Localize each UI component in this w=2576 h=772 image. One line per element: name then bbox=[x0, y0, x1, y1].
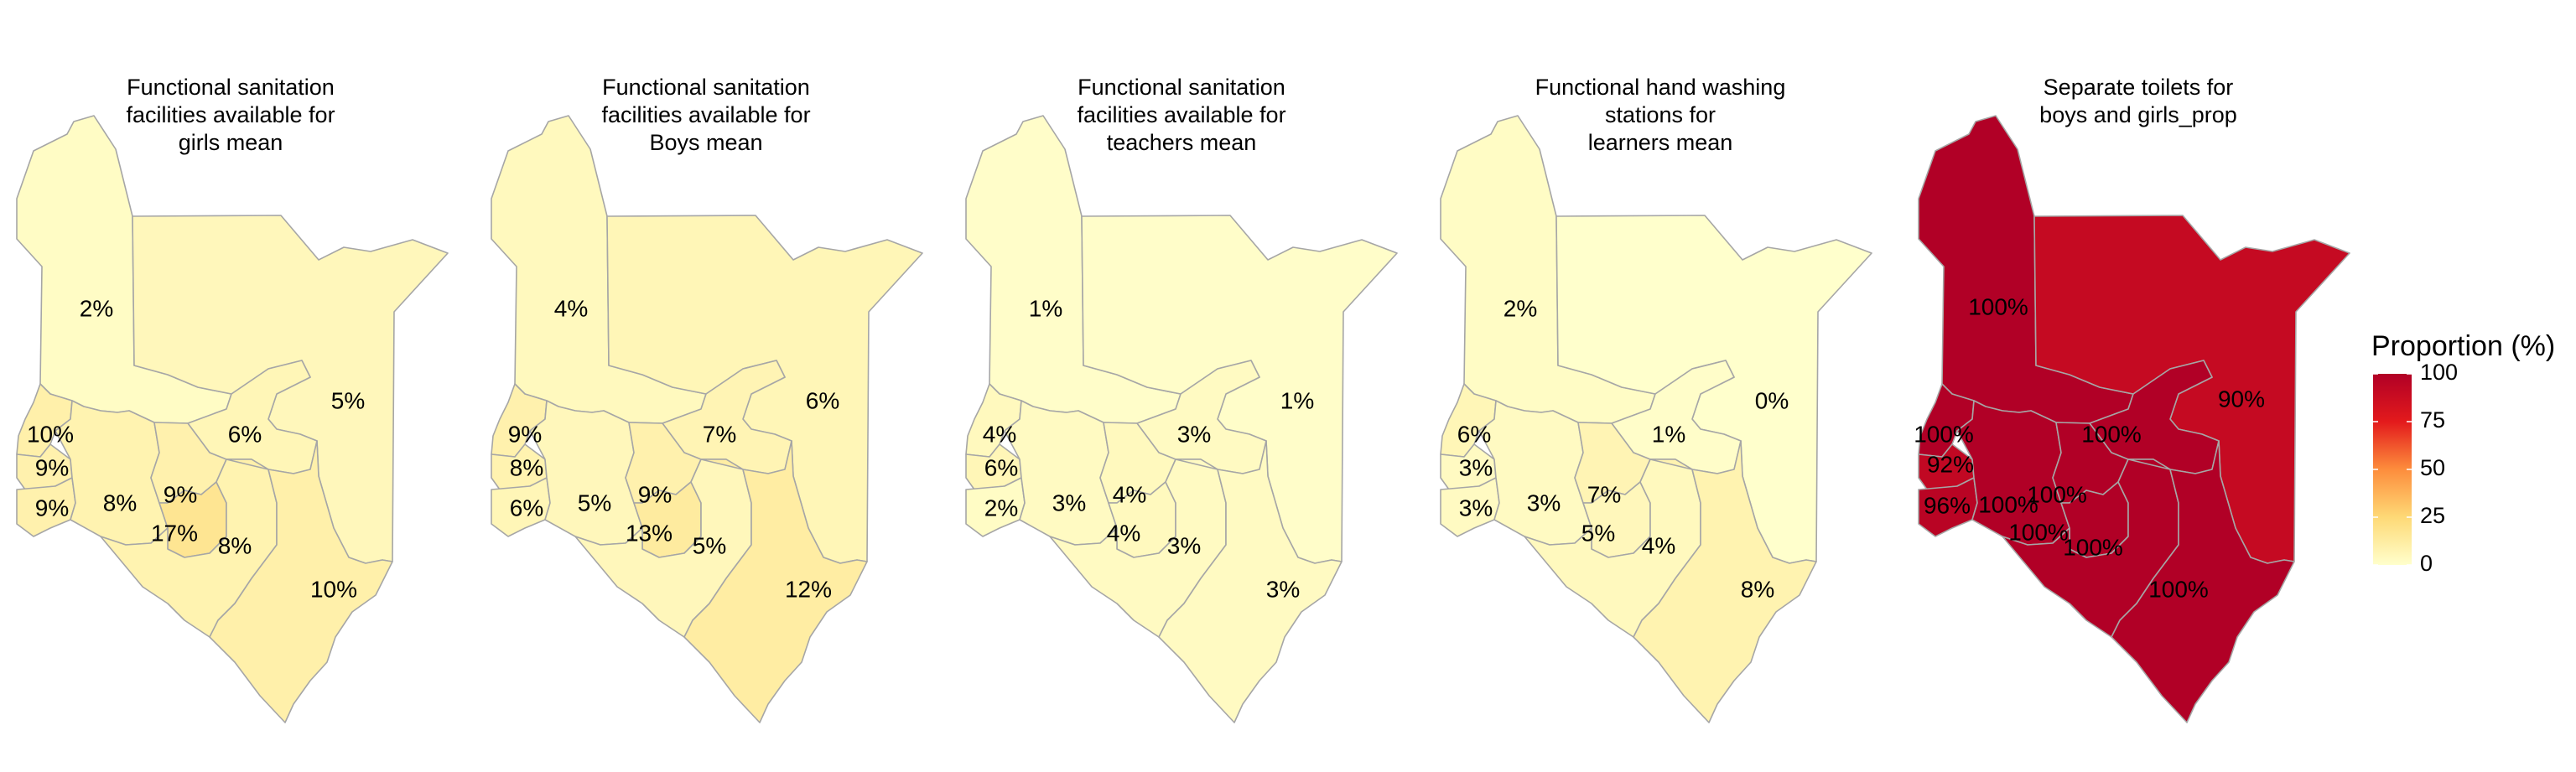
legend-tick-label: 100 bbox=[2420, 360, 2458, 385]
region-label-centre-north: 3% bbox=[1177, 421, 1211, 447]
map-title-line: Separate toilets for bbox=[2044, 75, 2234, 100]
map-title-line: Functional hand washing bbox=[1535, 75, 1786, 100]
region-label-central-b: 17% bbox=[151, 520, 198, 546]
region-label-central-south: 8% bbox=[218, 532, 252, 558]
region-label-west-2: 8% bbox=[510, 454, 543, 480]
region-label-central-a: 7% bbox=[1587, 481, 1621, 507]
map-title-line: Boys mean bbox=[649, 130, 762, 155]
region-label-north-east: 5% bbox=[331, 387, 365, 413]
map-title-line: Functional sanitation bbox=[602, 75, 810, 100]
region-label-west-central: 5% bbox=[578, 490, 611, 516]
region-label-central-a: 4% bbox=[1113, 481, 1146, 507]
region-label-west-2: 9% bbox=[35, 454, 69, 480]
map-title-line: facilities available for bbox=[126, 102, 335, 127]
region-label-central-a: 9% bbox=[638, 481, 672, 507]
region-label-north-west: 2% bbox=[80, 295, 113, 321]
region-label-north-west: 100% bbox=[1968, 293, 2028, 319]
map-title-line: boys and girls_prop bbox=[2039, 102, 2237, 127]
map-regions-4: 2% 0% 1% 6% 3% 3% 3% 7% 5% 4% 8% bbox=[1440, 115, 1872, 723]
region-label-north-west: 2% bbox=[1504, 295, 1537, 321]
region-label-central-south: 3% bbox=[1167, 532, 1201, 558]
region-label-central-south: 100% bbox=[2063, 534, 2123, 560]
region-label-central-a: 9% bbox=[164, 481, 197, 507]
map-regions-1: 2% 5% 6% 10% 9% 9% 8% 9% 17% 8% 10% bbox=[16, 115, 449, 723]
legend-tick-label: 25 bbox=[2420, 503, 2445, 528]
region-label-west-2: 3% bbox=[1459, 454, 1493, 480]
region-label-west-1: 9% bbox=[508, 421, 542, 447]
region-label-north-east: 1% bbox=[1280, 387, 1314, 413]
map-title-line: facilities available for bbox=[1077, 102, 1285, 127]
region-label-west-1: 10% bbox=[27, 421, 74, 447]
map-title-line: teachers mean bbox=[1107, 130, 1257, 155]
region-label-west-central: 3% bbox=[1527, 490, 1561, 516]
region-label-west-3: 6% bbox=[510, 495, 543, 521]
region-label-centre-north: 6% bbox=[228, 421, 262, 447]
region-label-west-central: 100% bbox=[1978, 491, 2038, 517]
region-label-west-2: 92% bbox=[1927, 451, 1974, 477]
region-south-east bbox=[1158, 440, 1343, 723]
region-label-south-east: 10% bbox=[310, 576, 357, 602]
map-regions-5: 100%90%100%100%92%96% 100%100%100%100%100… bbox=[1914, 115, 2350, 723]
region-label-north-east: 90% bbox=[2218, 386, 2265, 412]
region-label-south-east: 100% bbox=[2148, 576, 2209, 602]
region-label-centre-north: 100% bbox=[2081, 421, 2142, 447]
color-legend: Proportion (%) 100 75 50 25 0 bbox=[2371, 330, 2555, 576]
region-label-west-3: 3% bbox=[1459, 495, 1493, 521]
region-label-central-south: 5% bbox=[693, 532, 726, 558]
map-title-line: learners mean bbox=[1588, 130, 1733, 155]
region-label-north-west: 1% bbox=[1029, 295, 1062, 321]
region-label-centre-north: 1% bbox=[1652, 421, 1685, 447]
region-label-west-3: 9% bbox=[35, 495, 69, 521]
map-title-line: Functional sanitation bbox=[127, 75, 335, 100]
region-south-east bbox=[1633, 440, 1817, 723]
region-label-central-south: 4% bbox=[1642, 532, 1675, 558]
map-title-line: girls mean bbox=[179, 130, 283, 155]
legend-tick-label: 0 bbox=[2420, 551, 2433, 576]
region-label-central-a: 100% bbox=[2027, 481, 2087, 507]
region-south-east bbox=[2111, 440, 2295, 723]
legend-tick-label: 50 bbox=[2420, 455, 2445, 480]
region-label-central-b: 13% bbox=[626, 520, 673, 546]
region-label-central-b: 5% bbox=[1581, 520, 1615, 546]
map-title-line: stations for bbox=[1605, 102, 1716, 127]
region-label-south-east: 12% bbox=[785, 576, 832, 602]
region-label-west-1: 4% bbox=[983, 421, 1016, 447]
region-label-north-east: 0% bbox=[1755, 387, 1789, 413]
region-label-central-b: 100% bbox=[2008, 519, 2069, 545]
region-west-central bbox=[1478, 400, 1592, 546]
region-label-west-central: 3% bbox=[1052, 490, 1086, 516]
region-label-west-central: 8% bbox=[103, 490, 137, 516]
region-west-central bbox=[1004, 400, 1118, 546]
region-label-west-1: 100% bbox=[1914, 421, 1974, 447]
map-title-line: facilities available for bbox=[601, 102, 810, 127]
legend-title: Proportion (%) bbox=[2371, 330, 2555, 362]
region-label-north-west: 4% bbox=[554, 295, 588, 321]
region-label-west-1: 6% bbox=[1457, 421, 1491, 447]
region-label-west-3: 2% bbox=[984, 495, 1018, 521]
legend-tick-label: 75 bbox=[2420, 407, 2445, 433]
map-regions-2: 4% 6% 7% 9% 8% 6% 5% 9% 13% 5% 12% bbox=[491, 115, 923, 723]
region-label-west-2: 6% bbox=[984, 454, 1018, 480]
region-label-centre-north: 7% bbox=[703, 421, 736, 447]
region-label-north-east: 6% bbox=[806, 387, 839, 413]
legend-colorbar bbox=[2373, 374, 2412, 565]
region-label-south-east: 3% bbox=[1266, 576, 1300, 602]
region-label-central-b: 4% bbox=[1107, 520, 1140, 546]
region-south-east bbox=[683, 440, 868, 723]
map-title-line: Functional sanitation bbox=[1078, 75, 1285, 100]
region-label-west-3: 96% bbox=[1924, 492, 1971, 518]
region-label-south-east: 8% bbox=[1741, 576, 1774, 602]
region-south-east bbox=[209, 440, 393, 723]
map-regions-3: 1% 1% 3% 4% 6% 2% 3% 4% 4% 3% 3% bbox=[965, 115, 1398, 723]
